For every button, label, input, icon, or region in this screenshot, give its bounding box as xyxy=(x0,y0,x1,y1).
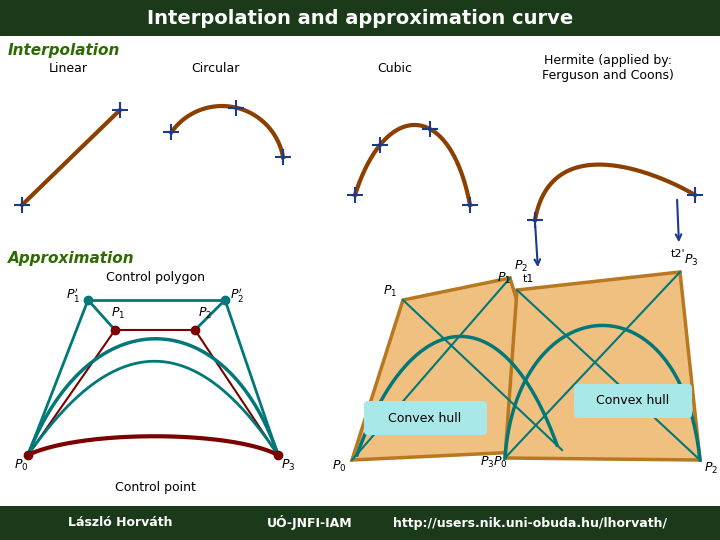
Text: $P_1'$: $P_1'$ xyxy=(66,286,80,303)
Text: UÓ-JNFI-IAM: UÓ-JNFI-IAM xyxy=(267,516,353,530)
Text: $P_1$: $P_1$ xyxy=(497,271,511,286)
Text: Interpolation and approximation curve: Interpolation and approximation curve xyxy=(147,9,573,28)
Text: $P_1$: $P_1$ xyxy=(383,284,397,299)
Text: $P_3$: $P_3$ xyxy=(684,253,698,268)
Text: $P_3 P_0$: $P_3 P_0$ xyxy=(480,455,508,470)
Polygon shape xyxy=(352,278,562,460)
Text: $P_0$: $P_0$ xyxy=(332,459,346,474)
Text: Convex hull: Convex hull xyxy=(388,411,462,424)
Text: Control polygon: Control polygon xyxy=(106,271,204,284)
Text: $P_2$: $P_2$ xyxy=(198,306,212,321)
Text: Convex hull: Convex hull xyxy=(596,395,670,408)
Text: Approximation: Approximation xyxy=(8,251,135,266)
Text: Cubic: Cubic xyxy=(377,62,413,75)
Text: $P_2$: $P_2$ xyxy=(704,461,718,476)
Text: Interpolation: Interpolation xyxy=(8,43,120,57)
Text: $P_3$: $P_3$ xyxy=(281,458,295,473)
Text: Control point: Control point xyxy=(114,481,195,494)
Text: Linear: Linear xyxy=(48,62,88,75)
Text: t2': t2' xyxy=(671,249,685,259)
Text: $P_2'$: $P_2'$ xyxy=(230,286,244,303)
Text: $P_1$: $P_1$ xyxy=(111,306,125,321)
Bar xyxy=(0,0,720,36)
Polygon shape xyxy=(505,272,700,460)
Text: Circular: Circular xyxy=(191,62,239,75)
Text: t1: t1 xyxy=(523,274,534,284)
Text: László Horváth: László Horváth xyxy=(68,516,172,530)
FancyBboxPatch shape xyxy=(574,384,692,418)
Text: Hermite (applied by:
Ferguson and Coons): Hermite (applied by: Ferguson and Coons) xyxy=(542,54,674,82)
Text: http://users.nik.uni-obuda.hu/lhorvath/: http://users.nik.uni-obuda.hu/lhorvath/ xyxy=(393,516,667,530)
Bar xyxy=(0,506,720,540)
Text: $P_2$: $P_2$ xyxy=(514,259,528,274)
Text: $P_0$: $P_0$ xyxy=(14,458,29,473)
FancyBboxPatch shape xyxy=(364,401,487,435)
